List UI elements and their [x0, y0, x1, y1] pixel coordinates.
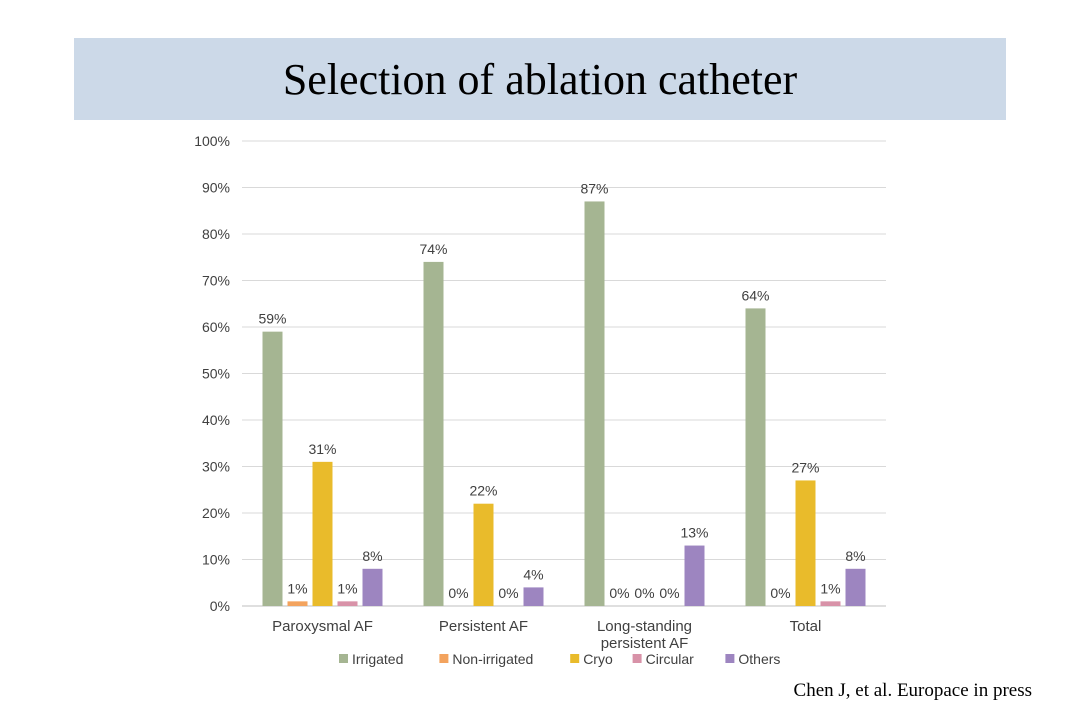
y-tick-label: 90%: [202, 180, 230, 196]
data-label: 0%: [659, 585, 679, 601]
data-label: 0%: [634, 585, 654, 601]
legend-swatch: [439, 654, 449, 663]
data-label: 27%: [791, 459, 819, 475]
data-label: 0%: [448, 585, 468, 601]
y-tick-label: 70%: [202, 273, 230, 289]
data-label: 0%: [609, 585, 629, 601]
bar: [287, 601, 308, 606]
bar: [337, 601, 358, 606]
data-label: 74%: [419, 241, 447, 257]
legend-swatch: [725, 654, 735, 663]
data-label: 8%: [845, 548, 865, 564]
y-tick-label: 20%: [202, 505, 230, 521]
data-label: 64%: [741, 287, 769, 303]
bar: [684, 545, 705, 606]
data-label: 0%: [498, 585, 518, 601]
data-label: 4%: [523, 566, 543, 582]
bar: [584, 201, 605, 606]
bar: [262, 331, 283, 606]
legend-label: Non-irrigated: [452, 651, 533, 667]
bar: [795, 480, 816, 606]
data-label: 0%: [770, 585, 790, 601]
x-tick-label: Persistent AF: [439, 618, 528, 635]
legend-label: Cryo: [583, 651, 613, 667]
slide-title: Selection of ablation catheter: [282, 54, 798, 104]
legend-label: Circular: [646, 651, 695, 667]
bar: [362, 568, 383, 606]
y-tick-label: 80%: [202, 226, 230, 242]
y-tick-label: 100%: [194, 133, 230, 149]
data-label: 1%: [337, 580, 357, 596]
y-tick-label: 10%: [202, 552, 230, 568]
y-tick-label: 0%: [210, 598, 230, 614]
title-banner: Selection of ablation catheter: [74, 38, 1006, 120]
x-tick-label: persistent AF: [601, 635, 689, 652]
citation: Chen J, et al. Europace in press: [793, 680, 1032, 701]
y-tick-label: 40%: [202, 412, 230, 428]
bar: [423, 261, 444, 606]
legend-swatch: [339, 654, 348, 663]
x-tick-label: Total: [790, 618, 822, 635]
x-tick-label: Paroxysmal AF: [272, 618, 373, 635]
y-tick-label: 30%: [202, 459, 230, 475]
x-tick-label: Long-standing: [597, 618, 692, 635]
data-label: 1%: [820, 580, 840, 596]
data-label: 87%: [580, 180, 608, 196]
legend-swatch: [570, 654, 580, 663]
bar: [312, 461, 333, 606]
legend-label: Irrigated: [352, 651, 403, 667]
bar: [523, 587, 544, 606]
data-label: 31%: [308, 441, 336, 457]
data-label: 59%: [258, 311, 286, 327]
y-tick-label: 60%: [202, 319, 230, 335]
bar: [745, 308, 766, 606]
data-label: 8%: [362, 548, 382, 564]
bar: [845, 568, 866, 606]
bar: [473, 503, 494, 606]
data-label: 13%: [680, 525, 708, 541]
legend-swatch: [632, 654, 642, 663]
data-label: 22%: [469, 483, 497, 499]
y-tick-label: 50%: [202, 366, 230, 382]
legend-label: Others: [738, 651, 780, 667]
bar: [820, 601, 841, 606]
data-label: 1%: [287, 580, 307, 596]
